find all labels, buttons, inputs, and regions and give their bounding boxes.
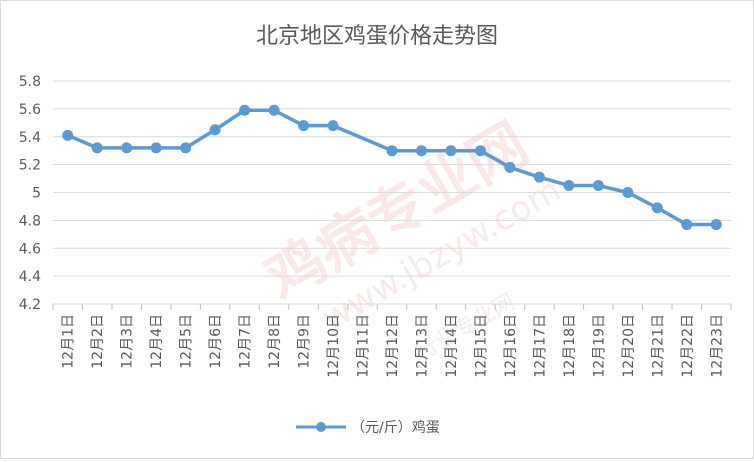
data-point (298, 120, 310, 132)
x-tick-label: 12月5日 (179, 314, 195, 369)
data-point (592, 180, 604, 192)
x-tick-label: 12月14日 (444, 314, 460, 378)
y-tick-label: 5.6 (19, 102, 41, 118)
x-tick-label: 12月17日 (532, 314, 548, 378)
x-tick-label: 12月4日 (149, 314, 165, 369)
x-tick-label: 12月10日 (326, 314, 342, 378)
data-point (533, 171, 545, 183)
data-point (445, 145, 457, 157)
x-axis: 12月1日 12月2日 12月3日 12月4日 12月5日 12月6日 12月7日 12月8日… (52, 304, 732, 378)
grid (53, 80, 731, 305)
data-point (681, 219, 693, 231)
data-point (209, 124, 221, 136)
y-tick-label: 4.2 (19, 297, 41, 313)
data-point (62, 129, 74, 141)
x-tick-label: 12月21日 (650, 314, 666, 378)
x-tick-label: 12月8日 (267, 314, 283, 369)
x-tick-label: 12月23日 (709, 314, 725, 378)
y-axis: 4.2 4.4 4.6 4.8 5 5.2 5.4 5.6 5.8 (19, 74, 41, 313)
y-tick-label: 5.8 (19, 74, 41, 90)
y-tick-label: 5.4 (19, 130, 41, 146)
y-tick-label: 5.2 (19, 158, 41, 174)
data-point (563, 180, 575, 192)
x-tick-label: 12月11日 (356, 314, 372, 378)
x-tick-label: 12月6日 (208, 314, 224, 369)
y-tick-label: 4.6 (19, 241, 41, 257)
x-tick-label: 12月3日 (120, 314, 136, 369)
y-tick-label: 4.8 (19, 213, 41, 229)
x-tick-label: 12月20日 (621, 314, 637, 378)
chart-title: 北京地区鸡蛋价格走势图 (256, 24, 498, 49)
series-group (62, 104, 722, 231)
data-point (415, 145, 427, 157)
x-tick-label: 12月2日 (90, 314, 106, 369)
x-tick-label: 12月18日 (562, 314, 578, 378)
x-tick-label: 12月12日 (385, 314, 401, 378)
x-tick-label: 12月1日 (61, 314, 77, 369)
series-line (67, 108, 717, 227)
data-point (91, 142, 103, 154)
y-tick-label: 4.4 (19, 269, 41, 285)
data-point (268, 104, 280, 116)
x-tick-label: 12月13日 (414, 314, 430, 378)
x-tick-label: 12月19日 (591, 314, 607, 378)
data-point (239, 104, 251, 116)
data-point (386, 145, 398, 157)
data-point (622, 187, 634, 198)
x-tick-label: 12月7日 (238, 314, 254, 369)
y-tick-label: 5 (32, 186, 41, 202)
data-point (474, 145, 486, 157)
data-point (327, 120, 339, 132)
legend: （元/斤）鸡蛋 (296, 419, 440, 436)
data-point (710, 219, 722, 231)
x-tick-label: 12月22日 (680, 314, 696, 378)
data-point (504, 161, 516, 173)
x-tick-label: 12月15日 (473, 314, 489, 378)
data-point (121, 142, 133, 154)
legend-label: （元/斤）鸡蛋 (351, 419, 440, 436)
data-point (180, 142, 192, 154)
x-tick-label: 12月9日 (297, 314, 313, 369)
x-tick-label: 12月16日 (503, 314, 519, 378)
legend-marker (316, 422, 326, 432)
data-point (150, 142, 162, 154)
data-point (651, 202, 663, 214)
